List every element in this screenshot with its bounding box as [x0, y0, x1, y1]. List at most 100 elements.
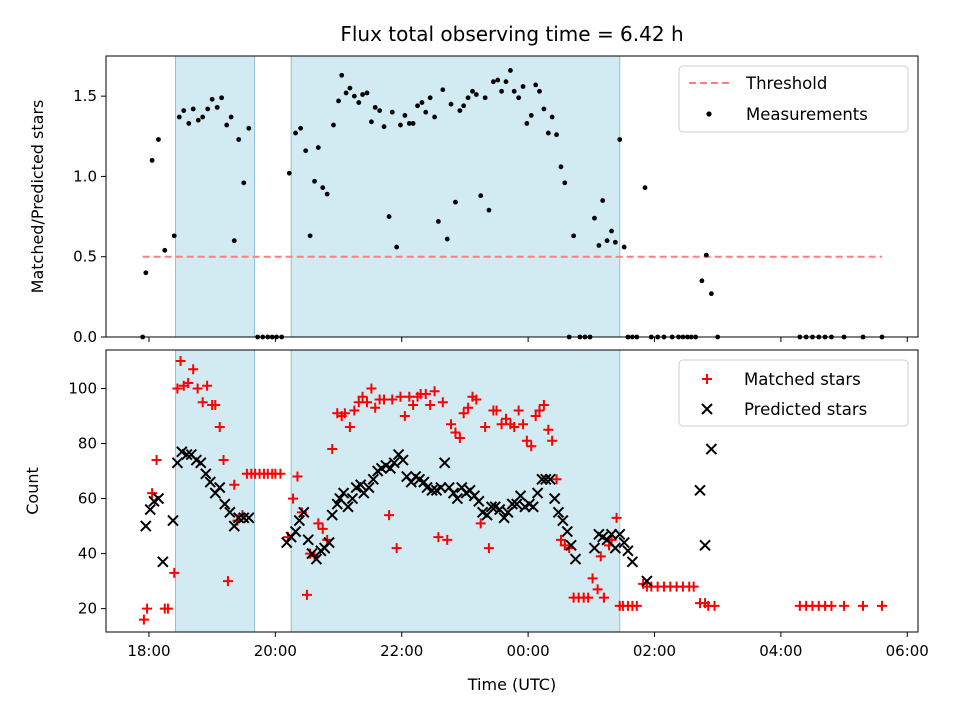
measurement-point — [478, 193, 484, 199]
matched-star-point — [450, 427, 461, 438]
matched-star-point — [366, 383, 377, 394]
measurement-point — [549, 114, 555, 120]
y-tick-label: 60 — [78, 490, 97, 508]
matched-star-point — [858, 600, 869, 611]
predicted-star-point — [540, 473, 552, 486]
matched-star-point — [826, 600, 837, 611]
x-tick-label: 18:00 — [127, 642, 170, 660]
measurement-point — [562, 180, 568, 186]
measurement-point — [490, 79, 496, 85]
predicted-star-point — [302, 534, 314, 546]
matched-star-point — [288, 493, 299, 504]
measurement-point — [398, 122, 403, 128]
bottom-y-ticks: 20 40 60 80 100 — [68, 380, 106, 618]
matched-star-point — [301, 589, 312, 600]
measurement-point — [171, 233, 177, 239]
predicted-star-point — [289, 525, 302, 538]
measurement-point — [209, 96, 215, 102]
matched-star-point — [611, 512, 622, 523]
y-tick-label: 0.0 — [73, 328, 97, 346]
measurement-point — [351, 93, 357, 99]
measurement-point — [381, 124, 387, 130]
legend-cross-marker — [701, 403, 713, 415]
measurement-point — [554, 132, 559, 138]
measurement-point — [427, 95, 433, 101]
matched-star-point — [480, 422, 491, 433]
legend-predicted-label: Predicted stars — [744, 400, 867, 419]
measurement-point — [511, 88, 517, 94]
measurement-point — [503, 79, 509, 85]
measurement-point — [186, 121, 192, 126]
measurement-point — [246, 125, 252, 131]
matched-star-point — [425, 400, 436, 411]
measurement-point — [228, 114, 234, 120]
matched-star-point — [339, 408, 350, 419]
bottom-panel: 20 40 60 80 100 18:00 20:00 22:00 00:00 02:00 04:… — [23, 349, 929, 694]
matched-star-point — [688, 581, 699, 592]
measurement-point — [293, 130, 298, 136]
predicted-star-point — [641, 575, 653, 587]
top-legend-box — [678, 65, 909, 133]
predicted-star-point — [195, 457, 207, 469]
y-tick-label: 20 — [78, 600, 97, 618]
matched-star-point — [530, 411, 541, 422]
predicted-star-point — [626, 556, 639, 568]
y-tick-label: 1.5 — [73, 87, 97, 105]
bottom-axes-frame — [105, 349, 919, 633]
measurement-point — [312, 178, 317, 184]
y-tick-label: 40 — [78, 545, 97, 563]
matched-star-point — [538, 400, 549, 411]
measurement-point — [143, 270, 149, 276]
y-tick-label: 100 — [68, 380, 97, 398]
matched-star-point — [197, 397, 208, 408]
matched-star-point — [491, 405, 502, 416]
matched-star-point — [496, 419, 507, 430]
matched-star-point — [534, 405, 545, 416]
predicted-star-point — [498, 512, 510, 524]
measurement-point — [457, 108, 463, 113]
predicted-star-point — [544, 473, 556, 486]
predicted-star-point — [447, 487, 460, 499]
chart-title: Flux total observing time = 6.42 h — [340, 22, 683, 46]
predicted-star-point — [609, 542, 622, 554]
legend-matched-label: Matched stars — [744, 370, 861, 389]
predicted-star-point — [171, 457, 184, 469]
top-observing-bands — [175, 55, 621, 338]
measurement-point — [520, 84, 526, 89]
predicted-star-point — [502, 506, 514, 519]
matched-star-point — [555, 534, 566, 545]
matched-star-point — [839, 600, 850, 611]
measurement-point — [415, 103, 420, 109]
matched-star-point — [475, 518, 486, 529]
observing-band — [290, 55, 621, 338]
measurement-point — [621, 244, 627, 250]
measurement-point — [219, 95, 225, 101]
measurement-point — [331, 122, 336, 128]
measurement-point — [435, 218, 441, 224]
bottom-legend-box — [678, 359, 909, 427]
measurement-point — [214, 104, 220, 110]
matched-star-point — [395, 391, 406, 402]
matched-star-point — [292, 471, 303, 482]
measurement-point — [406, 121, 412, 126]
measurement-point — [336, 98, 341, 104]
matched-star-point — [172, 383, 183, 394]
measurement-point — [558, 164, 564, 170]
measurement-point — [440, 87, 446, 93]
measurement-point — [394, 244, 400, 250]
matched-star-point — [587, 573, 598, 584]
measurement-point — [516, 95, 522, 101]
measurement-point — [190, 106, 196, 112]
matched-star-point — [521, 435, 532, 446]
measurement-point — [617, 137, 623, 142]
measurement-point — [402, 113, 408, 118]
legend-threshold-label: Threshold — [745, 74, 827, 93]
predicted-star-point — [565, 539, 577, 552]
predicted-star-point — [293, 514, 306, 527]
x-tick-label: 00:00 — [506, 642, 549, 660]
predicted-star-point — [618, 536, 630, 549]
measurement-point — [162, 247, 168, 253]
predicted-star-point — [181, 448, 193, 461]
predicted-star-point — [323, 536, 335, 549]
